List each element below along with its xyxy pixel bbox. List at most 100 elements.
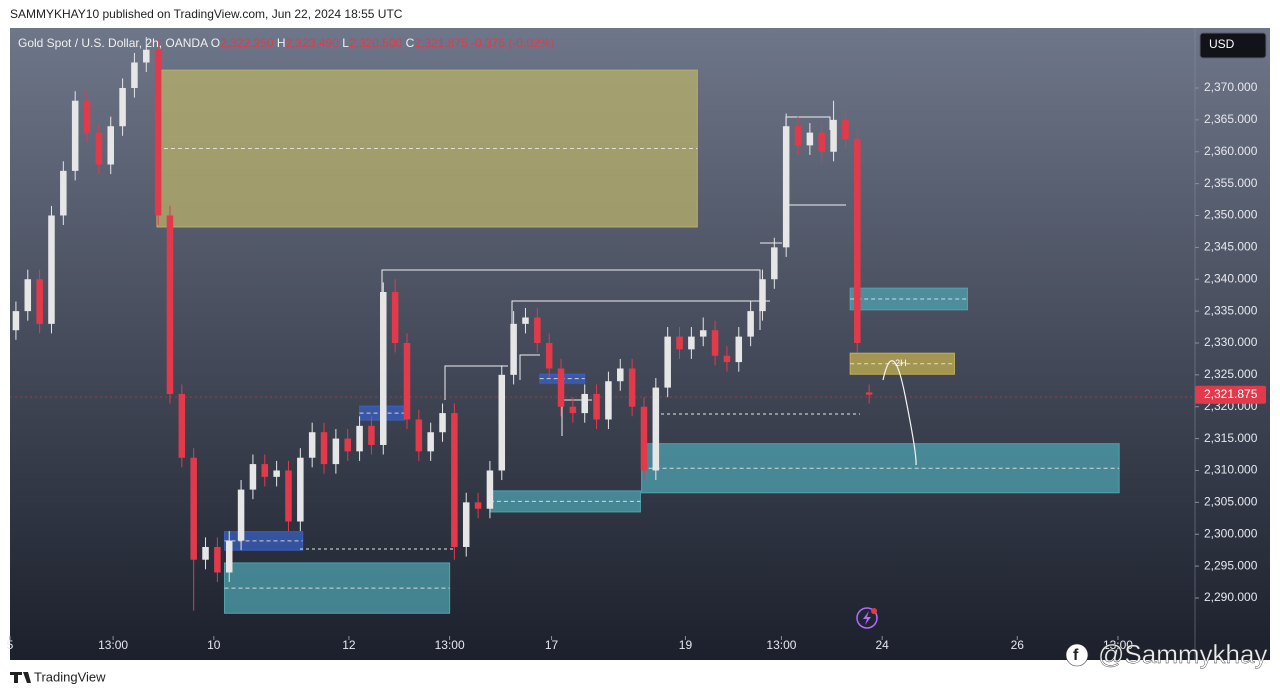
ohlc-label: H [276, 36, 286, 50]
structure-line [444, 365, 508, 400]
ohlc-label: C [405, 36, 415, 50]
candle-body [534, 317, 541, 343]
candle-body [332, 438, 340, 465]
zone-label: 2H [895, 358, 907, 368]
candle-body [806, 132, 814, 146]
x-tick-label: 13:00 [1103, 638, 1133, 652]
lightning-glyph [863, 611, 871, 625]
brand-name: TradingView [34, 669, 106, 684]
y-tick-label: 2,370.000 [1204, 80, 1258, 94]
x-tick-label: 12 [342, 638, 356, 652]
lightning-icon[interactable] [856, 607, 878, 629]
candle-body [71, 100, 79, 171]
candle-body [676, 336, 683, 350]
candle-body [249, 464, 257, 490]
structure-line [511, 300, 770, 330]
x-tick-label: 19 [679, 638, 693, 652]
candle-body [699, 330, 707, 337]
candle-body [83, 100, 91, 133]
candle-body [415, 419, 423, 452]
y-tick-label: 2,355.000 [1204, 176, 1258, 190]
candle-body [830, 119, 837, 152]
candle-body [143, 49, 150, 63]
x-tick-label: 13:00 [766, 638, 796, 652]
candle-body [24, 279, 32, 312]
candle-body [735, 336, 743, 363]
candle-body [818, 132, 825, 152]
candle-body [202, 546, 209, 560]
candle-body [688, 336, 695, 350]
candle-body [842, 119, 849, 139]
candle-body [782, 126, 790, 248]
candle-body [617, 368, 624, 382]
candle-body [285, 470, 292, 522]
ohlc-label: L [342, 36, 349, 50]
candle-body [344, 438, 351, 452]
y-tick-label: 2,360.000 [1204, 144, 1258, 158]
candle-body [593, 393, 600, 420]
x-tick-label: 24 [875, 638, 889, 652]
ohlc-value: 2,320.500 [348, 36, 403, 50]
candle-body [545, 342, 553, 369]
zone [156, 69, 698, 228]
candle-body [95, 132, 103, 165]
candles [12, 36, 873, 611]
zones: 2H [156, 69, 1120, 614]
brand-logo [10, 672, 31, 683]
published-line: SAMMYKHAY10 published on TradingView.com… [10, 7, 403, 21]
y-tick-label: 2,340.000 [1204, 271, 1258, 285]
last-price-tag [1195, 385, 1266, 404]
candle-body [759, 279, 766, 312]
y-tick-label: 2,330.000 [1204, 335, 1258, 349]
candle-body [190, 457, 197, 560]
candle-body [427, 432, 434, 452]
currency-badge[interactable] [1199, 32, 1267, 59]
watermark-icon [1065, 643, 1089, 667]
candle-body [166, 215, 174, 394]
candle-body [794, 126, 802, 146]
candle-body [297, 457, 304, 522]
candle-body [178, 393, 186, 458]
ohlc-value: 2,323.490 [285, 36, 339, 50]
candle-body [60, 170, 67, 216]
candle-body [569, 406, 577, 414]
candle-body [628, 368, 636, 407]
candle-body [131, 62, 138, 88]
axes: 2,290.000 2,295.000 2,300.000 2,305.000 2,31… [7, 80, 1266, 652]
candle-body [486, 470, 494, 509]
candle-body [261, 464, 269, 477]
candle-body [403, 342, 411, 420]
candle-body [711, 330, 719, 356]
x-tick-label: 26 [1011, 638, 1025, 652]
candle-body [747, 311, 754, 337]
candle-body [498, 374, 506, 471]
candle-body [474, 502, 482, 509]
x-tick-label: 13:00 [435, 638, 465, 652]
candle-body [522, 317, 529, 324]
candle-body [320, 432, 328, 465]
symbol-name: Gold Spot / U.S. Dollar, 2h, OANDA [18, 36, 208, 50]
candle-body [119, 87, 126, 127]
candle-body [510, 323, 517, 375]
candle-body [391, 291, 399, 343]
candle-body [854, 138, 861, 343]
y-tick-label: 2,315.000 [1204, 431, 1258, 445]
candle-body [273, 470, 280, 477]
ohlc-value: 2,322.250 [220, 36, 274, 50]
y-tick-label: 2,325.000 [1204, 367, 1258, 381]
ohlc-value: 2,321.875 [414, 36, 468, 50]
x-tick-label: 10 [207, 638, 221, 652]
y-tick-label: 2,335.000 [1204, 303, 1258, 317]
ohlc-label: O [210, 36, 221, 50]
candle-body [581, 393, 588, 414]
y-tick-label: 2,295.000 [1204, 558, 1258, 572]
candle-body [652, 387, 660, 471]
currency-label: USD [1209, 37, 1235, 51]
y-tick-label: 2,350.000 [1204, 208, 1258, 222]
candle-body [664, 336, 671, 388]
candle-body [214, 546, 221, 573]
structure-line [519, 354, 540, 380]
projection-path [882, 360, 917, 466]
y-tick-label: 2,290.000 [1204, 590, 1258, 604]
